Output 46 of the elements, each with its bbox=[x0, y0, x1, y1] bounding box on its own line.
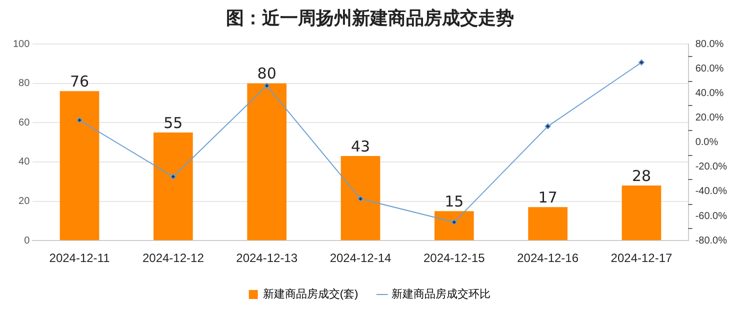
point bbox=[170, 174, 176, 180]
data-label: 55 bbox=[164, 114, 183, 132]
bar bbox=[434, 211, 474, 240]
bar bbox=[154, 132, 193, 240]
y-tick-label: 60 bbox=[18, 117, 30, 128]
y-tick-label: 0 bbox=[24, 235, 30, 246]
point bbox=[544, 123, 551, 130]
point bbox=[451, 219, 458, 226]
point bbox=[264, 82, 270, 89]
x-tick-label: 2024-12-11 bbox=[49, 251, 110, 266]
y2-tick-label: -60.0% bbox=[695, 210, 728, 222]
data-label: 80 bbox=[257, 64, 276, 83]
y-tick-label: 20 bbox=[18, 196, 30, 208]
y2-tick-label: -20.0% bbox=[695, 162, 728, 173]
x-tick-label: 2024-12-13 bbox=[236, 251, 298, 266]
bar bbox=[247, 83, 287, 240]
legend-label: 新建商品房成交环比 bbox=[392, 288, 491, 301]
data-label: 43 bbox=[350, 137, 370, 156]
bar bbox=[622, 186, 662, 240]
x-tick-label: 2024-12-14 bbox=[330, 251, 392, 266]
y-tick-label: 40 bbox=[18, 156, 30, 168]
y2-tick-label: -40.0% bbox=[695, 186, 728, 198]
x-tick-label: 2024-12-17 bbox=[610, 251, 672, 266]
y2-tick-label: 60.0% bbox=[695, 63, 724, 74]
x-tick-label: 2024-12-16 bbox=[517, 251, 579, 266]
legend-label: 新建商品房成交(套) bbox=[262, 288, 358, 301]
y2-tick-label: -80.0% bbox=[695, 235, 728, 246]
data-label: 15 bbox=[444, 192, 464, 210]
y2-tick-label: 40.0% bbox=[695, 88, 724, 99]
x-tick-label: 2024-12-12 bbox=[142, 251, 204, 266]
chart-title: 图：近一周扬州新建商品房成交走势 bbox=[225, 7, 515, 31]
point bbox=[358, 196, 364, 202]
data-label: 17 bbox=[538, 188, 558, 207]
y2-tick-label: 0.0% bbox=[695, 137, 718, 148]
bar bbox=[340, 156, 380, 240]
bar bbox=[528, 207, 568, 240]
y2-tick-label: 80.0% bbox=[695, 38, 724, 50]
bar bbox=[60, 91, 100, 240]
point bbox=[76, 117, 83, 124]
data-label: 76 bbox=[70, 72, 90, 91]
point bbox=[638, 59, 644, 66]
y2-tick-label: 20.0% bbox=[695, 112, 724, 124]
x-tick-label: 2024-12-15 bbox=[423, 251, 486, 266]
y-tick-label: 80 bbox=[18, 78, 30, 90]
data-label: 28 bbox=[632, 166, 652, 185]
y-tick-label: 100 bbox=[12, 38, 30, 50]
